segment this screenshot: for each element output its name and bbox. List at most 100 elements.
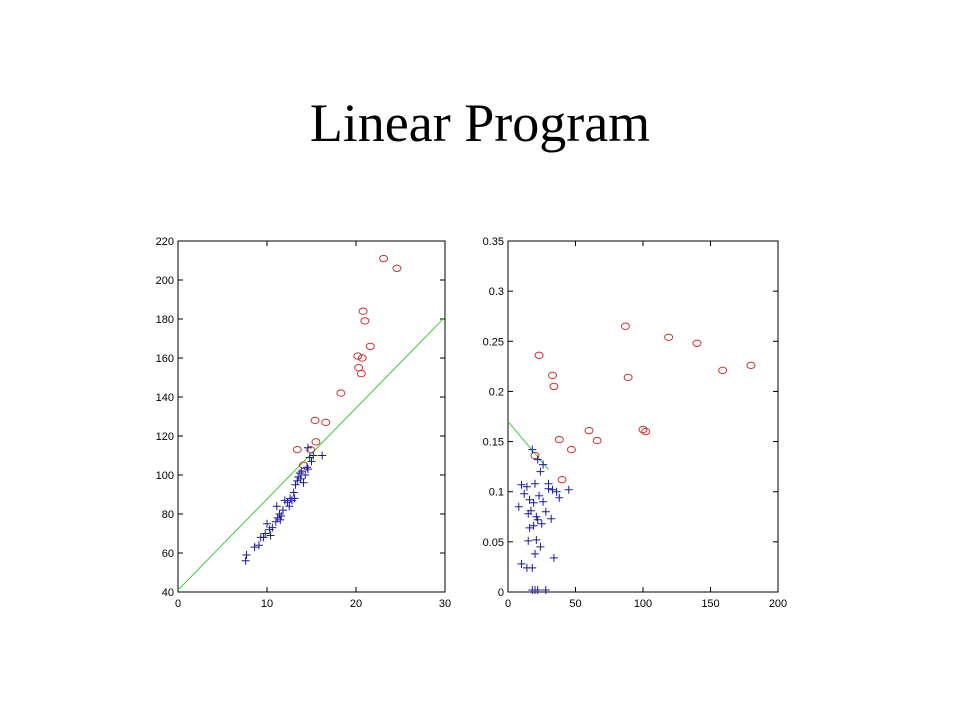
left-plus-point bbox=[295, 469, 304, 478]
left-plus-point bbox=[303, 463, 312, 472]
left-plus-point bbox=[272, 502, 281, 511]
right-x-tick-label: 100 bbox=[634, 598, 652, 610]
right-plus-point bbox=[541, 507, 550, 516]
right-plus-point bbox=[529, 498, 538, 507]
right-plus-point bbox=[536, 467, 545, 476]
left-y-tick-label: 80 bbox=[162, 509, 174, 521]
left-plus-point bbox=[285, 502, 294, 511]
left-circle-point bbox=[306, 445, 316, 454]
right-plus-point bbox=[531, 479, 539, 488]
left-plus-point bbox=[293, 476, 302, 485]
right-plus-point bbox=[539, 497, 548, 506]
right-separating-line bbox=[507, 421, 549, 470]
right-plus-point bbox=[539, 460, 548, 469]
left-y-tick-label: 140 bbox=[156, 392, 174, 404]
right-plus-point bbox=[529, 521, 538, 530]
left-circle-point bbox=[358, 307, 368, 315]
right-circle-point bbox=[566, 445, 576, 454]
right-plus-point bbox=[525, 523, 534, 532]
right-circle-point bbox=[549, 382, 559, 391]
left-circle-point bbox=[360, 317, 370, 325]
right-plus-point bbox=[544, 484, 553, 493]
right-plus-point bbox=[522, 482, 531, 491]
right-plus-point bbox=[517, 559, 526, 568]
right-y-tick-label: 0.2 bbox=[489, 386, 504, 398]
left-plus-point bbox=[254, 541, 263, 550]
left-circle-point bbox=[311, 438, 321, 446]
right-x-tick-label: 150 bbox=[701, 598, 719, 610]
right-circle-point bbox=[718, 366, 728, 375]
right-y-tick-label: 0.35 bbox=[483, 236, 504, 248]
right-plus-point bbox=[531, 549, 539, 558]
left-plus-point bbox=[268, 523, 277, 532]
right-plus-point bbox=[552, 487, 561, 496]
right-circle-point bbox=[584, 426, 594, 435]
right-plus-point bbox=[549, 553, 558, 562]
left-plus-point bbox=[305, 453, 314, 462]
left-circle-point bbox=[310, 416, 320, 425]
left-plus-point bbox=[261, 529, 270, 538]
right-plus-point bbox=[517, 480, 526, 489]
left-plus-point bbox=[318, 451, 327, 460]
right-circle-point bbox=[641, 427, 651, 436]
left-circle-point bbox=[356, 369, 366, 378]
right-plus-point bbox=[526, 506, 535, 515]
right-plus-point bbox=[514, 502, 523, 511]
right-y-tick-label: 0.05 bbox=[483, 537, 504, 549]
right-x-tick-label: 200 bbox=[769, 598, 787, 610]
left-x-tick-label: 20 bbox=[350, 598, 362, 610]
right-plus-point bbox=[541, 585, 550, 594]
right-plus-point bbox=[533, 585, 542, 594]
left-plus-point bbox=[241, 556, 250, 565]
left-circle-point bbox=[321, 418, 331, 427]
left-plus-point bbox=[242, 550, 251, 559]
right-plus-point bbox=[536, 542, 545, 551]
right-plus-point bbox=[524, 536, 533, 545]
left-plus-point bbox=[297, 467, 306, 476]
left-plus-point bbox=[259, 533, 268, 542]
left-plus-point bbox=[299, 478, 308, 487]
right-plus-point bbox=[547, 514, 556, 523]
left-plus-point bbox=[303, 443, 312, 452]
right-plus-point bbox=[535, 491, 544, 500]
left-y-tick-label: 220 bbox=[156, 236, 174, 248]
left-y-tick-label: 160 bbox=[156, 353, 174, 365]
right-circle-point bbox=[554, 435, 564, 444]
right-plus-point bbox=[525, 495, 534, 504]
left-plus-point bbox=[277, 511, 286, 520]
right-plus-point bbox=[520, 489, 529, 498]
right-circle-point bbox=[692, 339, 702, 347]
right-circle-point bbox=[664, 333, 674, 341]
left-circle-point bbox=[353, 352, 363, 360]
left-plus-point bbox=[301, 471, 310, 479]
right-plus-point bbox=[533, 455, 542, 464]
right-y-tick-label: 0 bbox=[498, 587, 504, 599]
right-y-tick-label: 0.3 bbox=[489, 286, 504, 298]
left-plus-point bbox=[271, 517, 280, 526]
right-x-tick-label: 0 bbox=[505, 598, 511, 610]
slide-title: Linear Program bbox=[309, 93, 651, 153]
left-plus-point bbox=[276, 515, 285, 524]
left-y-tick-label: 60 bbox=[162, 548, 174, 560]
right-plus-point bbox=[528, 563, 537, 572]
left-separating-line bbox=[177, 316, 446, 591]
left-plus-point bbox=[263, 519, 271, 528]
left-y-tick-label: 120 bbox=[156, 431, 174, 443]
right-circle-point bbox=[557, 475, 567, 484]
left-x-tick-label: 10 bbox=[261, 598, 273, 610]
left-plus-point bbox=[291, 480, 300, 489]
left-plus-point bbox=[289, 488, 298, 497]
right-plot-frame bbox=[507, 240, 779, 593]
right-y-tick-label: 0.15 bbox=[483, 437, 504, 449]
left-plus-point bbox=[303, 465, 312, 474]
left-x-tick-label: 0 bbox=[175, 598, 181, 610]
left-y-tick-label: 100 bbox=[156, 470, 174, 482]
left-circle-point bbox=[379, 254, 389, 263]
right-circle-point bbox=[620, 322, 630, 330]
right-plus-point bbox=[537, 519, 546, 528]
left-plus-point bbox=[307, 457, 316, 466]
left-x-tick-label: 30 bbox=[439, 598, 451, 610]
right-plus-point bbox=[548, 485, 557, 494]
left-circle-point bbox=[392, 264, 402, 272]
